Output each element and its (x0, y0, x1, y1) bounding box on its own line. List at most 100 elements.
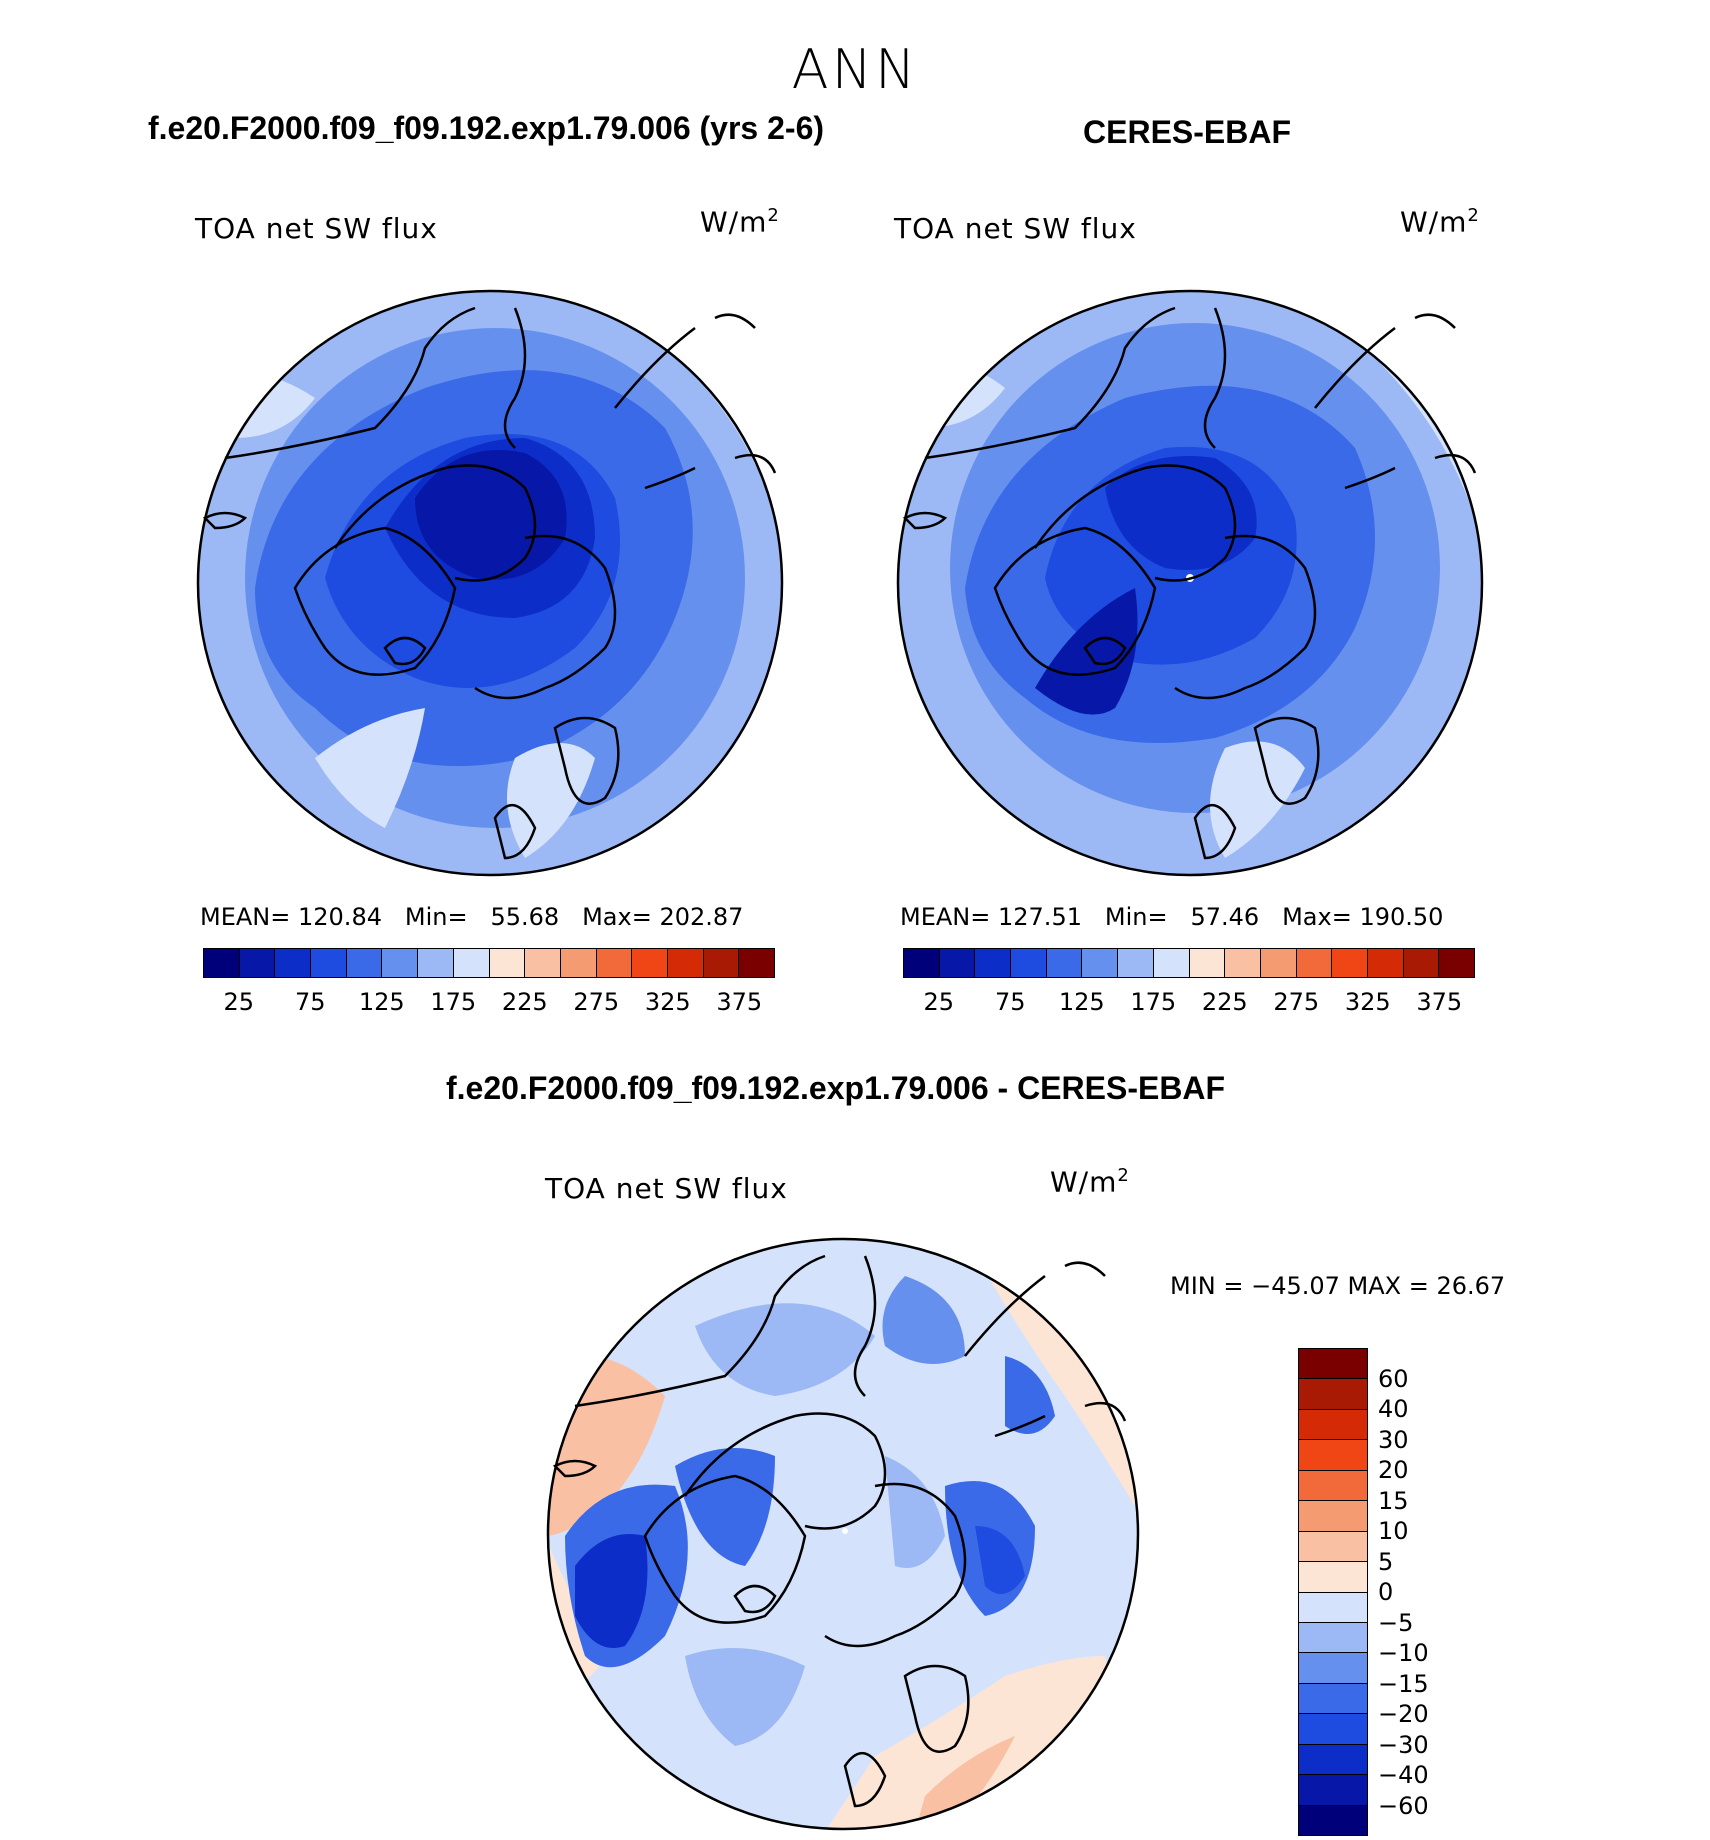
colorbar-swatch (1296, 949, 1333, 977)
colorbar-swatch (1299, 1440, 1367, 1471)
colorbar-tick-label: 0 (1378, 1578, 1394, 1606)
colorbar-tick-label: 175 (430, 988, 477, 1016)
colorbar-swatch (1299, 1531, 1367, 1563)
obs-polar-map (896, 289, 1484, 877)
colorbar-swatch (489, 949, 526, 977)
colorbar-swatch (1011, 949, 1047, 977)
colorbar-swatch (346, 949, 383, 977)
obs-units-label: W/m2 (1400, 205, 1480, 239)
colorbar-swatch (204, 949, 240, 977)
colorbar-tick-label: 325 (1344, 988, 1391, 1016)
model-units-label: W/m2 (700, 205, 780, 239)
colorbar-tick-label: −15 (1378, 1669, 1429, 1698)
colorbar-tick-label: 5 (1378, 1547, 1394, 1576)
colorbar-tick-label: −10 (1378, 1639, 1429, 1667)
colorbar-tick-label: 225 (1201, 988, 1248, 1016)
colorbar-tick-label: −30 (1378, 1730, 1429, 1759)
colorbar-tick-label: 125 (1058, 988, 1105, 1016)
colorbar-tick-label: 25 (223, 988, 255, 1016)
colorbar-tick-label: 125 (358, 988, 405, 1016)
diff-colorbar (1298, 1348, 1368, 1836)
diff-case-title: f.e20.F2000.f09_f09.192.exp1.79.006 - CE… (446, 1070, 1226, 1106)
colorbar-swatch (1153, 949, 1190, 977)
colorbar-swatch (1299, 1501, 1367, 1532)
colorbar-tick-label: 30 (1378, 1425, 1409, 1454)
colorbar-tick-label: 275 (1273, 988, 1320, 1016)
colorbar-tick-label: 225 (501, 988, 548, 1016)
colorbar-swatch (1299, 1349, 1367, 1380)
model-stats: MEAN= 120.84 Min= 55.68 Max= 202.87 (200, 903, 744, 931)
colorbar-swatch (739, 949, 774, 977)
colorbar-swatch (311, 949, 347, 977)
colorbar-swatch (1299, 1653, 1367, 1684)
colorbar-swatch (453, 949, 490, 977)
colorbar-tick-label: 15 (1378, 1486, 1409, 1515)
model-colorbar-ticks: 25 75 125 175 225 275 325 375 (203, 988, 775, 1018)
colorbar-swatch (1118, 949, 1154, 977)
colorbar-swatch (1299, 1470, 1367, 1502)
obs-stats: MEAN= 127.51 Min= 57.46 Max= 190.50 (900, 903, 1444, 931)
colorbar-swatch (560, 949, 597, 977)
obs-case-title: CERES-EBAF (1083, 114, 1292, 150)
obs-variable-label: TOA net SW flux (894, 212, 1137, 245)
colorbar-swatch (1225, 949, 1261, 977)
colorbar-swatch (525, 949, 561, 977)
colorbar-swatch (1299, 1744, 1367, 1776)
colorbar-swatch (596, 949, 633, 977)
obs-colorbar-ticks: 25 75 125 175 225 275 325 375 (903, 988, 1475, 1018)
colorbar-swatch (1299, 1562, 1367, 1593)
colorbar-swatch (1299, 1775, 1367, 1806)
colorbar-swatch (1403, 949, 1440, 977)
obs-colorbar (903, 948, 1475, 978)
colorbar-swatch (667, 949, 704, 977)
model-polar-map (196, 289, 784, 877)
colorbar-tick-label: 75 (294, 988, 326, 1016)
model-variable-label: TOA net SW flux (195, 212, 438, 245)
colorbar-tick-label: 10 (1378, 1517, 1409, 1545)
colorbar-swatch (1189, 949, 1226, 977)
figure-title: ANN (791, 38, 919, 101)
colorbar-tick-label: 25 (923, 988, 955, 1016)
colorbar-swatch (1299, 1379, 1367, 1410)
colorbar-swatch (1332, 949, 1368, 977)
colorbar-swatch (939, 949, 976, 977)
colorbar-swatch (1082, 949, 1119, 977)
colorbar-tick-label: −40 (1378, 1761, 1429, 1789)
model-colorbar (203, 948, 775, 978)
colorbar-swatch (418, 949, 454, 977)
colorbar-swatch (632, 949, 668, 977)
colorbar-swatch (275, 949, 312, 977)
colorbar-swatch (703, 949, 740, 977)
colorbar-swatch (1299, 1714, 1367, 1745)
model-case-title: f.e20.F2000.f09_f09.192.exp1.79.006 (yrs… (148, 110, 825, 146)
colorbar-swatch (1299, 1622, 1367, 1654)
diff-colorbar-ticks: 60 40 30 20 15 10 5 0 −5 −10 −15 −20 −30 −40 −60 (1378, 1348, 1468, 1836)
colorbar-swatch (975, 949, 1012, 977)
colorbar-swatch (1299, 1409, 1367, 1441)
diff-polar-map (546, 1237, 1140, 1831)
colorbar-tick-label: −20 (1378, 1700, 1429, 1728)
colorbar-tick-label: 20 (1378, 1456, 1409, 1484)
colorbar-tick-label: −5 (1378, 1608, 1414, 1637)
colorbar-swatch (239, 949, 276, 977)
colorbar-swatch (1439, 949, 1474, 977)
colorbar-swatch (1046, 949, 1083, 977)
colorbar-swatch (1299, 1683, 1367, 1715)
colorbar-tick-label: −60 (1378, 1791, 1429, 1820)
diff-minmax: MIN = −45.07 MAX = 26.67 (1170, 1272, 1506, 1300)
colorbar-swatch (1299, 1592, 1367, 1623)
colorbar-tick-label: 275 (573, 988, 620, 1016)
colorbar-tick-label: 75 (994, 988, 1026, 1016)
colorbar-tick-label: 40 (1378, 1395, 1409, 1423)
colorbar-tick-label: 375 (716, 988, 763, 1016)
colorbar-swatch (1367, 949, 1404, 977)
colorbar-tick-label: 375 (1416, 988, 1463, 1016)
colorbar-swatch (904, 949, 940, 977)
colorbar-swatch (1260, 949, 1297, 977)
colorbar-tick-label: 325 (644, 988, 691, 1016)
colorbar-tick-label: 175 (1130, 988, 1177, 1016)
colorbar-tick-label: 60 (1378, 1364, 1409, 1393)
diff-units-label: W/m2 (1050, 1165, 1130, 1199)
colorbar-swatch (1299, 1805, 1367, 1835)
diff-variable-label: TOA net SW flux (545, 1172, 788, 1205)
